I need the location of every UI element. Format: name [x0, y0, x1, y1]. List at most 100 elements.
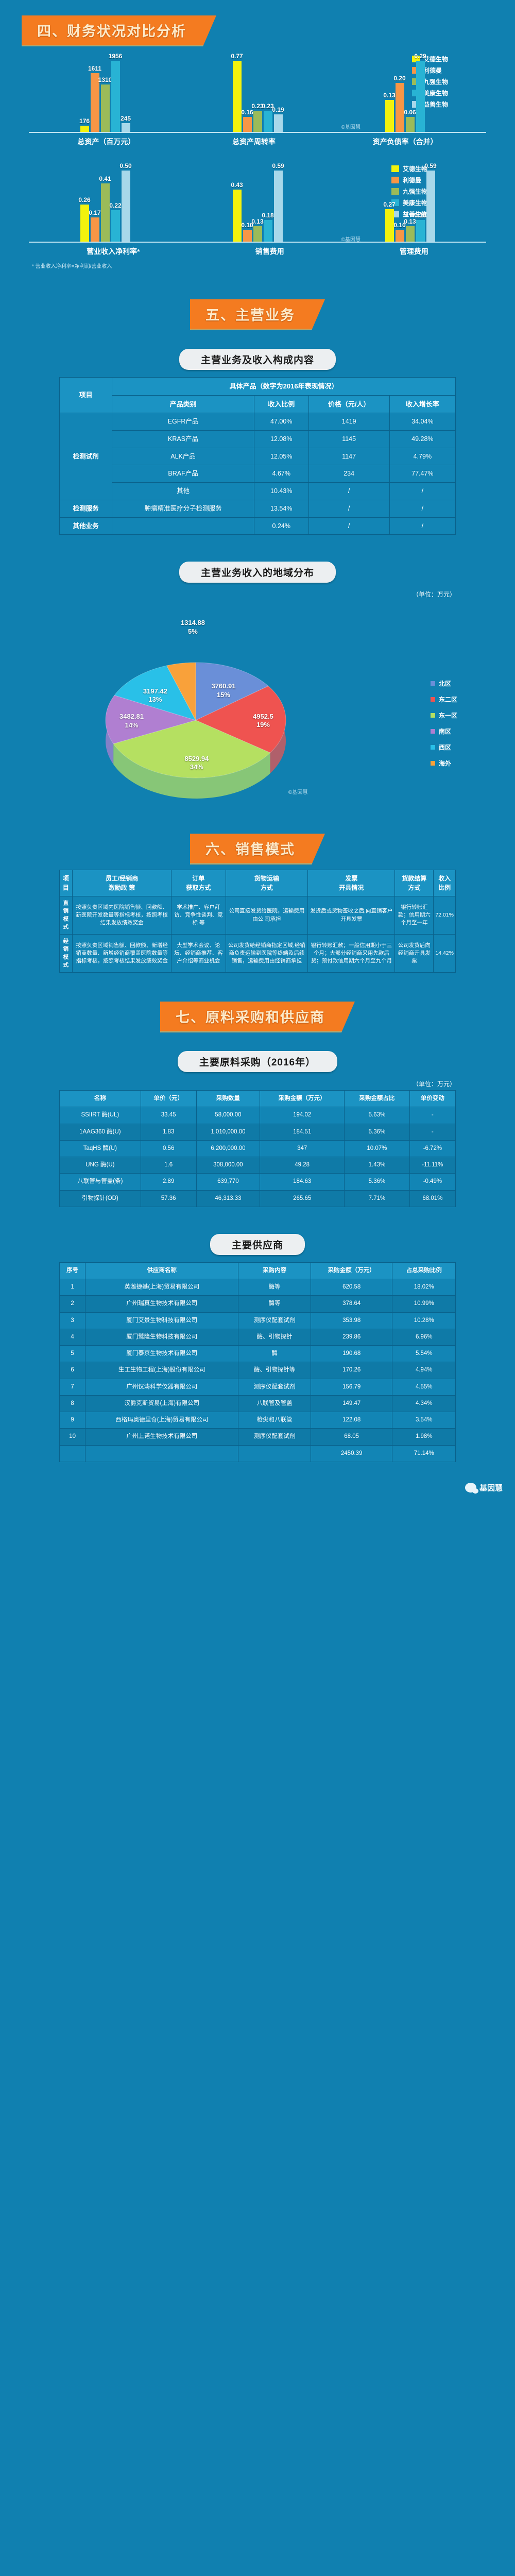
legend-label: 利德曼 [402, 177, 421, 184]
bar [263, 111, 272, 132]
chart1-axis-labels: 总资产（百万元） 总资产周转率 资产负债率（合并） [0, 133, 515, 147]
table-cell: 广州上诺生物技术有限公司 [85, 1428, 239, 1446]
bar-column: 0.06 [404, 55, 416, 132]
raw-material-purchase-table: 名称 单价（元） 采购数量 采购金额（万元） 采购金额占比 单价变动 SSIIRT 酶(UL… [59, 1090, 456, 1207]
row-group-label: 检测试剂 [59, 413, 113, 500]
table-cell: 308,000.00 [196, 1156, 261, 1174]
table-cell: 5.36% [344, 1173, 410, 1191]
th-raw: 单价变动 [409, 1090, 456, 1108]
table-row: 10 广州上诺生物技术有限公司 测序仪配套试剂 68.05 1.98% [59, 1428, 456, 1446]
table-cell: ALK产品 [112, 447, 254, 466]
table-cell: 49.28% [389, 430, 456, 448]
major-suppliers-table: 序号 供应商名称 采购内容 采购金额（万元） 占总采购比例 1 英潍捷基(上海)贸易有限公司… [59, 1262, 456, 1462]
watermark-1: ©基因慧 [341, 125, 360, 130]
table-cell: 公司发货给经销商指定区域,经销商负责运输到医院等终端及后续销售，运输费用由经销商… [225, 934, 308, 973]
legend-item: 美康生物 [391, 198, 427, 207]
table-row: 2 广州瑞真生物技术有限公司 酶等 378.64 10.99% [59, 1295, 456, 1313]
pie-legend-item: 南区 [430, 727, 457, 736]
table-cell: 厦门鹭隆生物科技有限公司 [85, 1328, 239, 1346]
bar-column: 0.16 [241, 55, 253, 132]
table-cell: 13.54% [253, 499, 309, 518]
table-cell: 265.65 [260, 1190, 345, 1207]
table-row: SSIIRT 酶(UL) 33.45 58,000.00 194.02 5.63% - [59, 1107, 456, 1124]
legend-label: 艾德生物 [423, 56, 448, 63]
table-cell: 156.79 [310, 1378, 393, 1396]
table-cell: 234 [308, 465, 390, 483]
table-cell: 620.58 [310, 1278, 393, 1296]
pie-pill: 主营业务收入的地域分布 [179, 562, 336, 583]
table-cell: 1 [59, 1278, 86, 1296]
th-sales: 订单 获取方式 [171, 870, 226, 897]
raw-material-pill-wrap: 主要原料采购（2016年） [0, 1051, 515, 1072]
table-cell: 4 [59, 1328, 86, 1346]
legend-label: 美康生物 [423, 90, 448, 97]
table-cell: 170.26 [310, 1362, 393, 1379]
axis-category-label: 资产负债率（合并） [372, 138, 438, 146]
table-cell: 其他 [112, 482, 254, 500]
table-cell: UNG 酶(U) [59, 1156, 141, 1174]
table-cell: 银行转账汇款；信用期六个月至一年 [394, 896, 434, 935]
table-cell: BRAF产品 [112, 465, 254, 483]
th-sales: 收入 比例 [433, 870, 456, 897]
pie-slice-side [113, 743, 270, 799]
watermark-2: ©基因慧 [341, 237, 360, 243]
pie-legend-label: 海外 [438, 760, 451, 768]
table-cell: 10.28% [392, 1312, 456, 1329]
bar-value-label: 0.59 [272, 162, 284, 170]
table-cell: 测序仪配套试剂 [238, 1312, 311, 1329]
table-cell: 184.63 [260, 1173, 345, 1191]
bar-value-label: 245 [120, 115, 131, 122]
bar-value-label: 0.18 [414, 212, 426, 219]
legend-item: 利德曼 [391, 176, 427, 184]
table-cell: 0.24% [253, 517, 309, 535]
table-cell: 酶等 [238, 1295, 311, 1313]
pie-slice [195, 662, 269, 721]
section-7-banner-wrap: 七、原料采购和供应商 [0, 986, 515, 1038]
table-cell: / [389, 499, 456, 518]
table-cell: 1147 [308, 447, 390, 466]
bar [100, 183, 110, 242]
table-cell: 5.54% [392, 1345, 456, 1363]
bar-column: 0.19 [272, 55, 284, 132]
bar [121, 171, 130, 242]
wechat-icon [465, 1482, 478, 1494]
pie-legend-label: 西区 [438, 744, 451, 752]
table-cell: 3 [59, 1312, 86, 1329]
table-cell: 2450.39 [310, 1445, 393, 1462]
bar-value-label: 0.10 [393, 222, 406, 229]
bar-value-label: 1956 [108, 53, 123, 60]
bar-column: 0.59 [424, 162, 437, 242]
table-cell: 10.43% [253, 482, 309, 500]
bar-column: 0.59 [272, 162, 284, 242]
row-group-label: 检测服务 [59, 499, 113, 518]
table-cell: 49.28 [260, 1156, 345, 1174]
chart2-legend: 艾德生物 利德曼 九强生物 美康生物 益善生物 [391, 164, 427, 218]
pie-slice [166, 662, 196, 721]
pie-legend-item: 北区 [430, 679, 457, 688]
bar [405, 226, 415, 242]
bar-value-label: 1611 [88, 65, 102, 72]
table-cell: 6 [59, 1362, 86, 1379]
section-6-banner: 六、销售模式 [190, 834, 325, 865]
pie-legend-item: 海外 [430, 759, 457, 768]
pie-slice-label: 8529.94 34% [175, 755, 219, 772]
table-cell: 5.36% [344, 1123, 410, 1141]
table-cell: SSIIRT 酶(UL) [59, 1107, 141, 1124]
legend-item: 艾德生物 [411, 55, 448, 63]
table-cell: 46,313.33 [196, 1190, 261, 1207]
brand-mark: 基因慧 [465, 1482, 503, 1494]
section-5-banner: 五、主营业务 [190, 299, 325, 330]
table-cell: 生工生物工程(上海)股份有限公司 [85, 1362, 239, 1379]
bar-value-label: 0.59 [424, 162, 437, 170]
table-cell: 1.83 [140, 1123, 197, 1141]
supplier-pill: 主要供应商 [210, 1233, 305, 1255]
table-cell: -6.72% [409, 1140, 456, 1158]
legend-swatch [391, 199, 399, 206]
bar [416, 220, 425, 242]
table-cell: 八联管及管盖 [238, 1395, 311, 1413]
table-cell: 1145 [308, 430, 390, 448]
pie-percent: 15% [216, 690, 230, 699]
table-cell: 184.51 [260, 1123, 345, 1141]
table-row: 1 英潍捷基(上海)贸易有限公司 酶等 620.58 18.02% [59, 1278, 456, 1296]
table-cell: 68.01% [409, 1190, 456, 1207]
